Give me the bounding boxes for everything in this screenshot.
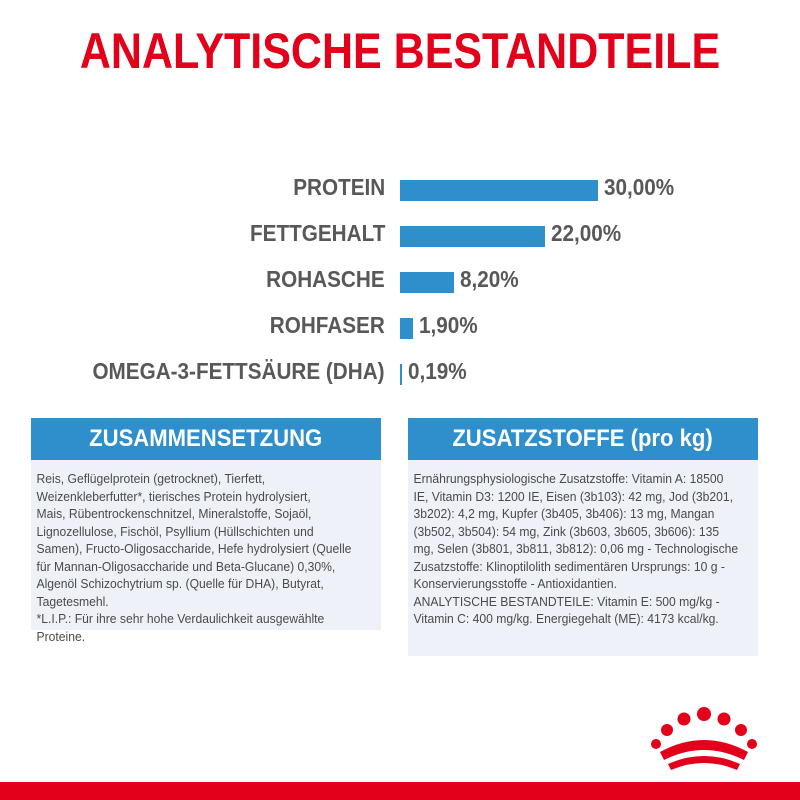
chart-value-label: 30,00% [604,174,675,200]
composition-heading: ZUSAMMENSETZUNG [31,418,381,460]
composition-heading-text: ZUSAMMENSETZUNG [89,425,323,452]
chart-category-label: ROHFASER [269,312,385,338]
chart-value-label: 8,20% [460,266,519,292]
chart-row: OMEGA-3-FETTSÄURE (DHA) 0,19% [0,354,800,394]
chart-category-label: FETTGEHALT [249,220,385,246]
chart-bar [400,364,402,385]
chart-category-label: OMEGA-3-FETTSÄURE (DHA) [92,358,385,384]
chart-bar [400,226,546,247]
page-title: ANALYTISCHE BESTANDTEILE [79,23,721,79]
composition-text: Reis, Geflügelprotein (getrocknet), Tier… [36,471,352,644]
royal-canin-crown-icon [651,707,757,770]
chart-row: ROHASCHE 8,20% [0,262,800,302]
additives-heading-text: ZUSATZSTOFFE (pro kg) [452,425,714,452]
chart-value-label: 1,90% [418,312,478,338]
chart-value-label: 22,00% [551,220,622,246]
bottom-accent-bar [0,782,800,800]
chart-bar [400,318,413,339]
additives-panel: ZUSATZSTOFFE (pro kg) Ernährungsphysiolo… [408,418,758,656]
composition-panel: ZUSAMMENSETZUNG Reis, Geflügelprotein (g… [31,418,381,644]
nutrient-bar-chart: PROTEIN 30,00% FETTGEHALT 22,00% ROHASCHE 8,2… [0,170,800,400]
additives-text: Ernährungsphysiologische Zusatzstoffe: V… [413,471,739,626]
chart-row: PROTEIN 30,00% [0,170,800,210]
chart-row: FETTGEHALT 22,00% [0,216,800,256]
additives-heading: ZUSATZSTOFFE (pro kg) [408,418,758,460]
chart-bar [400,272,455,293]
chart-bar [400,180,598,201]
chart-category-label: ROHASCHE [266,266,385,292]
chart-row: ROHFASER 1,90% [0,308,800,348]
chart-value-label: 0,19% [408,358,467,384]
chart-category-label: PROTEIN [292,174,385,200]
